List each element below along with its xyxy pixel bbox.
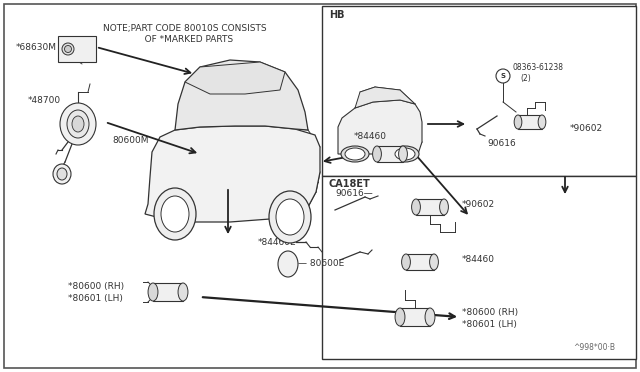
Ellipse shape — [154, 188, 196, 240]
Text: *90602: *90602 — [462, 199, 495, 208]
Bar — [406, 254, 434, 270]
Polygon shape — [185, 62, 285, 94]
Text: 80600M: 80600M — [112, 135, 148, 144]
Polygon shape — [145, 126, 320, 222]
Text: *90602: *90602 — [570, 124, 603, 132]
Text: HB: HB — [329, 10, 344, 20]
Text: *80600 (RH): *80600 (RH) — [68, 282, 124, 291]
Text: 90616—: 90616— — [335, 189, 372, 198]
Text: S: S — [500, 73, 506, 79]
Ellipse shape — [276, 199, 304, 235]
Text: (2): (2) — [520, 74, 531, 83]
Ellipse shape — [372, 146, 381, 162]
Bar — [153, 283, 183, 301]
Ellipse shape — [514, 115, 522, 129]
Ellipse shape — [161, 196, 189, 232]
Ellipse shape — [538, 115, 546, 129]
Ellipse shape — [53, 164, 71, 184]
Bar — [58, 36, 96, 62]
Ellipse shape — [429, 254, 438, 270]
Text: *68630M: *68630M — [16, 42, 57, 51]
Text: ^998*00·B: ^998*00·B — [573, 343, 615, 352]
Ellipse shape — [391, 146, 419, 162]
Ellipse shape — [57, 168, 67, 180]
Ellipse shape — [60, 103, 96, 145]
Bar — [322, 176, 636, 359]
Text: 90616: 90616 — [487, 139, 516, 148]
Ellipse shape — [72, 116, 84, 132]
Polygon shape — [338, 100, 422, 154]
Ellipse shape — [425, 308, 435, 326]
Text: *48700: *48700 — [28, 96, 61, 105]
Text: *80601 (LH): *80601 (LH) — [68, 294, 123, 302]
Text: *80600 (RH): *80600 (RH) — [462, 308, 518, 317]
Bar — [377, 146, 403, 162]
Ellipse shape — [341, 146, 369, 162]
Bar — [322, 6, 636, 176]
Ellipse shape — [399, 146, 408, 162]
Text: — 80600E: — 80600E — [298, 260, 344, 269]
Text: OF *MARKED PARTS: OF *MARKED PARTS — [136, 35, 234, 44]
Text: *84460E—: *84460E— — [258, 237, 306, 247]
Ellipse shape — [395, 148, 415, 160]
Ellipse shape — [440, 199, 449, 215]
Ellipse shape — [67, 110, 89, 138]
Text: *84460: *84460 — [353, 132, 387, 141]
Ellipse shape — [345, 148, 365, 160]
Text: 08363-61238: 08363-61238 — [513, 62, 564, 71]
Ellipse shape — [148, 283, 158, 301]
Text: *84460: *84460 — [462, 254, 495, 263]
Polygon shape — [175, 60, 308, 130]
Bar — [416, 199, 444, 215]
Ellipse shape — [65, 45, 72, 52]
Ellipse shape — [278, 251, 298, 277]
Ellipse shape — [62, 43, 74, 55]
Bar — [518, 115, 542, 129]
Circle shape — [496, 69, 510, 83]
Ellipse shape — [269, 191, 311, 243]
Ellipse shape — [178, 283, 188, 301]
Polygon shape — [355, 87, 415, 108]
Ellipse shape — [395, 308, 405, 326]
Bar — [400, 308, 430, 326]
Text: *80601 (LH): *80601 (LH) — [462, 320, 517, 328]
Ellipse shape — [412, 199, 420, 215]
Ellipse shape — [402, 254, 410, 270]
Text: NOTE;PART CODE 80010S CONSISTS: NOTE;PART CODE 80010S CONSISTS — [103, 24, 267, 33]
Text: CA18ET: CA18ET — [329, 179, 371, 189]
